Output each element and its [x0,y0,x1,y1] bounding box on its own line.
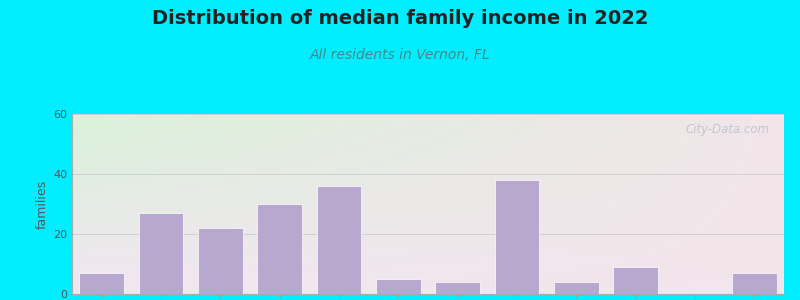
Text: City-Data.com: City-Data.com [686,123,770,136]
Bar [198,228,242,294]
Bar [554,282,598,294]
Text: Distribution of median family income in 2022: Distribution of median family income in … [152,9,648,28]
Bar [138,213,183,294]
Bar [376,279,421,294]
Y-axis label: families: families [36,179,49,229]
Bar [494,180,539,294]
Bar [732,273,777,294]
Bar [614,267,658,294]
Bar [435,282,480,294]
Text: All residents in Vernon, FL: All residents in Vernon, FL [310,48,490,62]
Bar [79,273,124,294]
Bar [258,204,302,294]
Bar [317,186,362,294]
